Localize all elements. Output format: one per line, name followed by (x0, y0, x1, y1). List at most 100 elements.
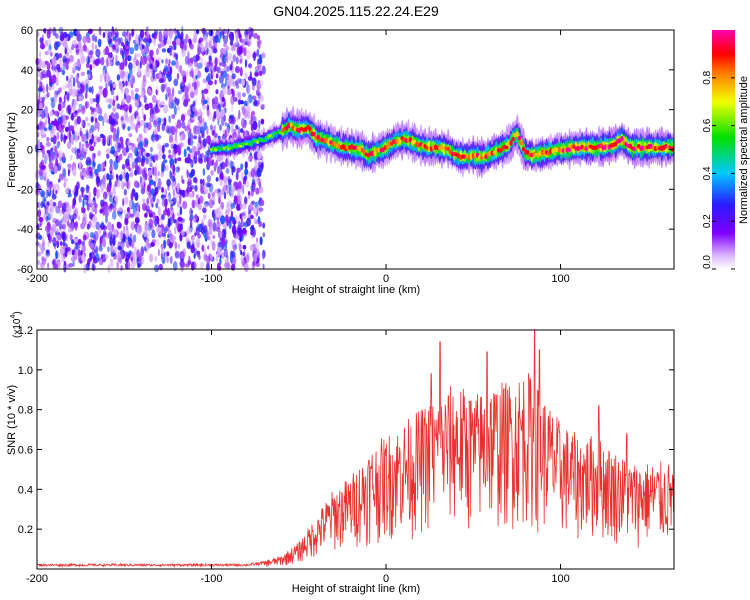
noise-speckle (239, 236, 242, 243)
noise-speckle (150, 188, 155, 196)
noise-speckle (149, 63, 154, 69)
noise-speckle (121, 163, 126, 170)
noise-speckle (77, 81, 81, 89)
noise-speckle (90, 116, 94, 123)
noise-speckle (197, 46, 201, 56)
noise-speckle (68, 87, 73, 97)
noise-speckle (67, 193, 72, 198)
noise-speckle (260, 103, 265, 108)
noise-speckle (161, 122, 165, 132)
noise-speckle (112, 30, 115, 35)
noise-speckle (166, 207, 171, 217)
noise-speckle (181, 70, 187, 78)
noise-speckle (85, 55, 89, 63)
noise-speckle (220, 116, 225, 127)
ridge-cell (220, 148, 224, 151)
noise-speckle (80, 46, 84, 55)
noise-speckle (214, 57, 218, 67)
noise-speckle (220, 161, 226, 170)
noise-speckle (141, 82, 145, 93)
noise-speckle (156, 198, 160, 204)
noise-speckle (56, 41, 61, 48)
noise-speckle (140, 160, 145, 167)
noise-speckle (255, 187, 260, 195)
noise-speckle (132, 56, 137, 64)
noise-speckle (69, 82, 73, 90)
noise-speckle (57, 200, 63, 209)
noise-speckle (157, 226, 163, 236)
noise-speckle (203, 248, 207, 255)
noise-speckle (262, 222, 266, 229)
noise-speckle (166, 251, 170, 257)
noise-speckle (105, 57, 109, 68)
noise-speckle (99, 235, 103, 245)
y-tick-label: 0.8 (18, 405, 33, 417)
noise-speckle (148, 192, 151, 200)
noise-speckle (157, 57, 162, 62)
noise-speckle (247, 76, 253, 81)
noise-speckle (78, 216, 81, 221)
noise-speckle (134, 180, 140, 188)
snr-y-label: SNR (10 * v/v) (6, 385, 18, 455)
noise-speckle (174, 157, 178, 164)
noise-speckle (105, 215, 108, 224)
noise-speckle (237, 181, 243, 191)
noise-speckle (188, 192, 194, 198)
noise-speckle (190, 185, 195, 190)
noise-speckle (89, 252, 93, 259)
noise-speckle (250, 168, 256, 178)
noise-speckle (188, 148, 193, 153)
noise-speckle (259, 70, 263, 77)
noise-speckle (87, 258, 91, 266)
noise-speckle (37, 138, 41, 149)
noise-speckle (177, 90, 183, 95)
noise-speckle (45, 83, 49, 93)
noise-speckle (199, 261, 204, 269)
noise-speckle (193, 253, 196, 259)
noise-speckle (218, 37, 221, 44)
noise-speckle (130, 221, 136, 231)
noise-speckle (95, 104, 101, 114)
noise-speckle (142, 74, 146, 83)
noise-speckle (124, 217, 129, 226)
noise-speckle (225, 214, 229, 224)
ridge-cell (270, 135, 274, 139)
x-tick-label: 0 (383, 573, 389, 585)
noise-speckle (226, 187, 230, 195)
noise-speckle (77, 108, 82, 113)
noise-speckle (190, 244, 195, 254)
noise-speckle (110, 138, 113, 147)
noise-speckle (113, 228, 118, 236)
noise-speckle (231, 224, 237, 235)
noise-speckle (49, 74, 52, 85)
noise-speckle (46, 178, 50, 188)
noise-speckle (249, 244, 254, 252)
noise-speckle (69, 74, 74, 80)
noise-speckle (214, 189, 219, 194)
noise-speckle (231, 32, 234, 43)
noise-speckle (161, 198, 166, 207)
noise-speckle (215, 109, 221, 120)
noise-speckle (213, 111, 217, 119)
noise-speckle (212, 221, 217, 232)
noise-speckle (197, 62, 203, 69)
noise-speckle (123, 209, 127, 214)
noise-speckle (36, 251, 42, 257)
noise-speckle (254, 161, 259, 167)
noise-speckle (78, 95, 84, 101)
noise-speckle (240, 78, 246, 87)
noise-speckle (124, 109, 128, 119)
noise-speckle (143, 230, 148, 238)
noise-speckle (171, 45, 177, 51)
noise-speckle (227, 88, 232, 96)
noise-speckle (203, 88, 209, 95)
noise-speckle (128, 32, 132, 42)
noise-speckle (102, 32, 106, 38)
noise-speckle (133, 203, 138, 208)
noise-speckle (56, 63, 61, 71)
ridge-cell (289, 122, 293, 128)
noise-speckle (141, 256, 145, 265)
noise-speckle (53, 242, 56, 248)
noise-speckle (196, 250, 201, 255)
noise-speckle (235, 171, 239, 181)
